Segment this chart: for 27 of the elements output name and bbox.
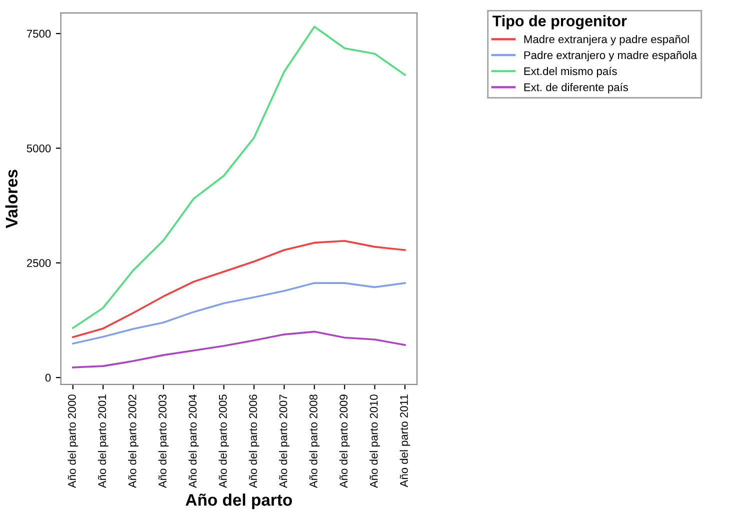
x-tick-label: Año del parto 2005 [218, 394, 230, 488]
x-tick-label: Año del parto 2007 [279, 394, 290, 488]
line-series [72, 26, 406, 329]
x-tick-label: Año del parto 2001 [98, 394, 108, 488]
x-tick-label: Año del parto 2004 [188, 394, 199, 488]
legend-label: Ext.del mismo país [524, 66, 617, 78]
line-series [72, 330, 406, 368]
x-tick-label: Año del parto 2000 [68, 394, 78, 488]
x-tick-label: Año del parto 2010 [370, 394, 380, 488]
x-tick-label: Año del parto 2002 [128, 394, 138, 488]
x-tick-label: Año del parto 2006 [248, 394, 260, 488]
legend-label: Ext. de diferente país [524, 82, 628, 94]
x-tick-label: Año del parto 2003 [158, 394, 169, 488]
y-tick-label: 5000 [26, 144, 51, 152]
legend-label: Madre extranjera y padre español [524, 35, 689, 46]
line-series [72, 282, 406, 345]
line-series [72, 240, 406, 338]
legend-title: Tipo de progenitor [492, 15, 627, 30]
y-tick-label: 7500 [26, 30, 51, 38]
x-tick-label: Año del parto 2009 [339, 394, 350, 488]
y-tick-label: 0 [45, 374, 51, 382]
y-axis-title: Valores [5, 170, 18, 228]
x-axis-title: Año del parto [186, 494, 292, 510]
x-tick-label: Año del parto 2011 [400, 394, 410, 488]
legend-label: Padre extranjero y madre española [524, 50, 697, 62]
x-tick-label: Año del parto 2008 [309, 394, 320, 488]
y-tick-label: 2500 [26, 259, 51, 268]
